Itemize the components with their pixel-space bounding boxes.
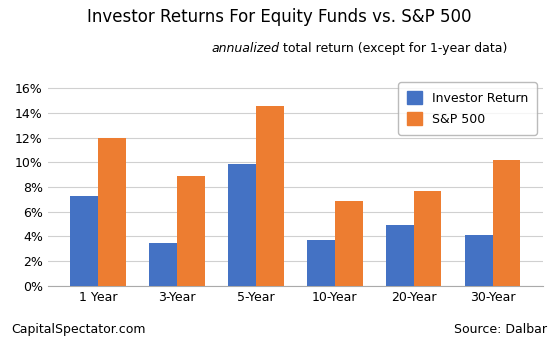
Text: CapitalSpectator.com: CapitalSpectator.com: [11, 323, 146, 336]
Bar: [493, 160, 521, 286]
Bar: [149, 243, 177, 286]
Bar: [177, 176, 205, 286]
Bar: [307, 240, 335, 286]
Bar: [256, 106, 283, 286]
Legend: Investor Return, S&P 500: Investor Return, S&P 500: [398, 82, 537, 135]
Bar: [335, 201, 363, 286]
Text: total return (except for 1-year data): total return (except for 1-year data): [279, 42, 507, 55]
Bar: [414, 191, 441, 286]
Text: annualized: annualized: [211, 42, 279, 55]
Bar: [70, 196, 98, 286]
Bar: [98, 138, 126, 286]
Text: Investor Returns For Equity Funds vs. S&P 500: Investor Returns For Equity Funds vs. S&…: [86, 8, 472, 26]
Bar: [228, 164, 256, 286]
Bar: [386, 225, 414, 286]
Bar: [465, 235, 493, 286]
Text: Source: Dalbar: Source: Dalbar: [454, 323, 547, 336]
